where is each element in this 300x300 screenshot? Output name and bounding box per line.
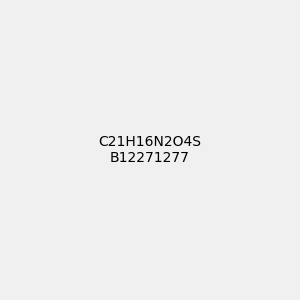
Text: C21H16N2O4S
B12271277: C21H16N2O4S B12271277 xyxy=(98,135,202,165)
